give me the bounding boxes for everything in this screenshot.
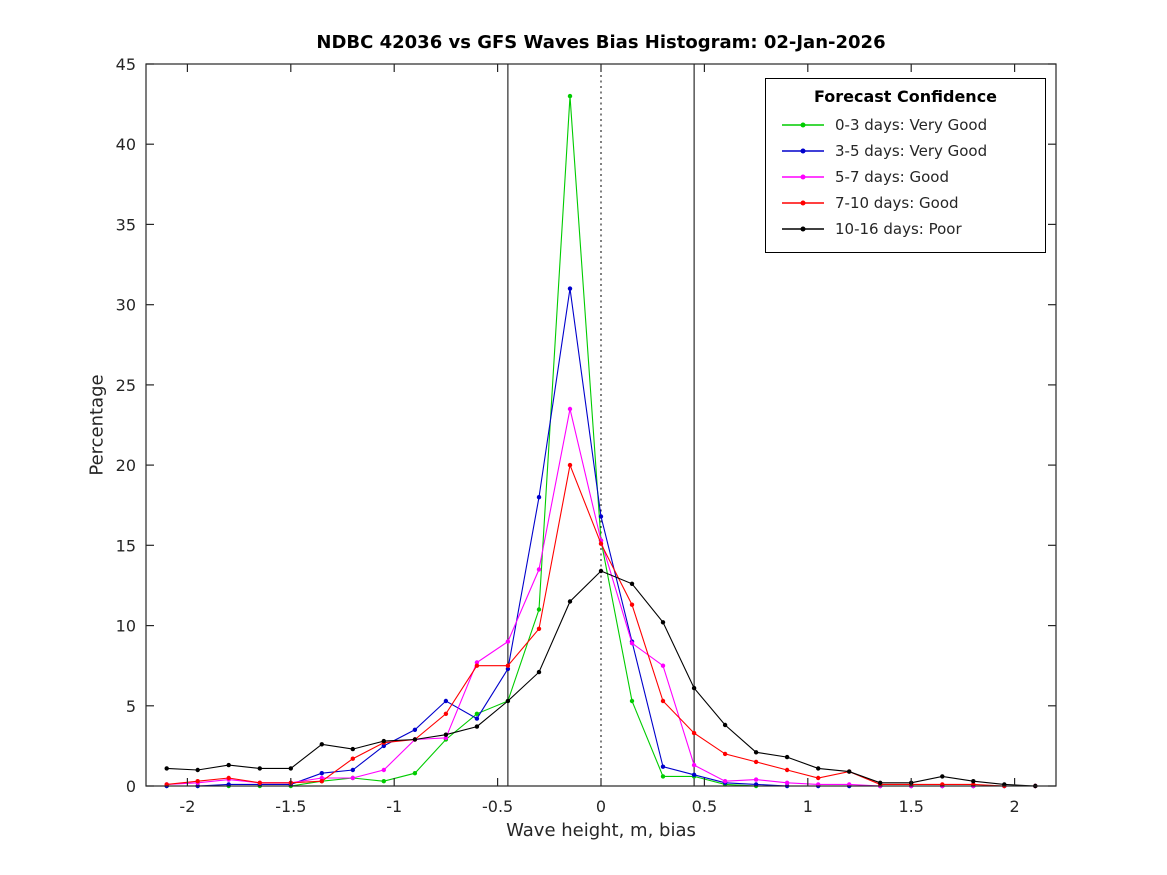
svg-text:-1: -1 [386,797,402,816]
legend-line-icon [782,200,824,206]
y-axis-label: Percentage [86,374,108,476]
legend-item-label: 10-16 days: Poor [835,220,962,238]
svg-text:0: 0 [126,777,136,796]
legend-item: 10-16 days: Poor [766,216,1045,242]
svg-text:45: 45 [116,55,136,74]
legend-item-label: 3-5 days: Very Good [835,142,988,160]
svg-text:1: 1 [803,797,813,816]
svg-text:35: 35 [116,215,136,234]
svg-text:15: 15 [116,536,136,555]
legend-line-icon [782,122,824,128]
svg-text:-0.5: -0.5 [482,797,513,816]
legend-item: 7-10 days: Good [766,190,1045,216]
svg-text:20: 20 [116,456,136,475]
svg-text:40: 40 [116,135,136,154]
legend-item-label: 7-10 days: Good [835,194,959,212]
svg-text:0.5: 0.5 [692,797,717,816]
legend: Forecast Confidence 0-3 days: Very Good … [765,78,1046,253]
legend-item: 3-5 days: Very Good [766,138,1045,164]
legend-item: 5-7 days: Good [766,164,1045,190]
legend-title: Forecast Confidence [813,87,998,106]
legend-line-icon [782,226,824,232]
y-axis-ticks: 0 5 10 15 20 25 30 35 40 45 [116,55,1056,796]
svg-text:2: 2 [1010,797,1020,816]
legend-item-label: 0-3 days: Very Good [835,116,988,134]
reference-lines [507,64,695,786]
svg-text:1.5: 1.5 [898,797,923,816]
legend-line-icon [782,148,824,154]
svg-text:5: 5 [126,697,136,716]
svg-text:10: 10 [116,617,136,636]
x-axis-label: Wave height, m, bias [506,820,696,841]
svg-text:-2: -2 [179,797,195,816]
legend-line-icon [782,174,824,180]
svg-text:30: 30 [116,296,136,315]
svg-text:0: 0 [596,797,606,816]
svg-text:25: 25 [116,376,136,395]
svg-text:-1.5: -1.5 [275,797,306,816]
chart-title: NDBC 42036 vs GFS Waves Bias Histogram: … [316,32,886,53]
legend-item-label: 5-7 days: Good [835,168,949,186]
x-axis-ticks: -2 -1.5 -1 -0.5 0 0.5 1 1.5 2 [179,64,1020,816]
legend-item: 0-3 days: Very Good [766,112,1045,138]
